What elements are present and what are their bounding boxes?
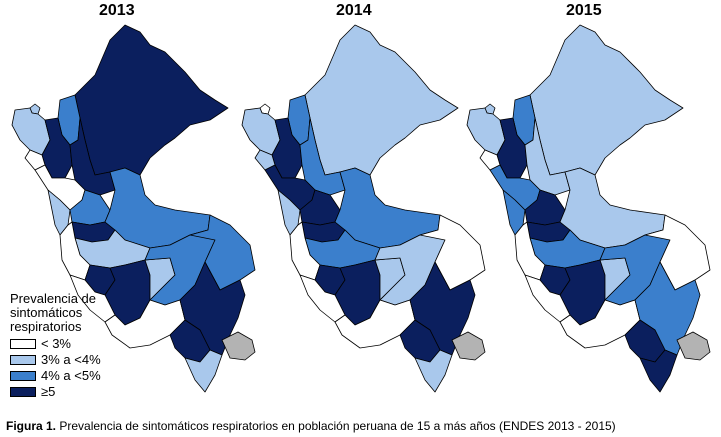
region-madrededios [189, 214, 256, 291]
region-loreto [304, 24, 459, 176]
legend-title: Prevalencia de sintomáticos respiratorio… [10, 292, 101, 334]
region-lima [514, 221, 546, 281]
figure-caption: Figura 1. Prevalencia de sintomáticos re… [6, 419, 616, 433]
region-loreto [74, 24, 229, 176]
region-no-data [451, 331, 486, 361]
region-piura [11, 107, 51, 156]
region-piura [466, 107, 506, 156]
legend-item-5-plus: ≥5 [10, 384, 101, 399]
region-lima [59, 221, 91, 281]
legend-swatch [10, 338, 36, 349]
region-no-data [676, 331, 711, 361]
legend-label: < 3% [41, 335, 71, 351]
map-2013 [11, 24, 256, 393]
region-lima [289, 221, 321, 281]
legend-item-4-to-5: 4% a <5% [10, 368, 101, 383]
legend: Prevalencia de sintomáticos respiratorio… [10, 292, 101, 399]
choropleth-maps [11, 24, 711, 393]
map-title-2013: 2013 [99, 2, 135, 19]
region-madrededios [419, 214, 486, 291]
legend-swatch [10, 386, 36, 397]
region-tacna [414, 349, 453, 393]
region-no-data [221, 331, 256, 361]
legend-title-line: sintomáticos [10, 305, 83, 320]
legend-swatch [10, 370, 36, 381]
region-madrededios [644, 214, 711, 291]
legend-title-line: Prevalencia de [10, 291, 96, 306]
legend-label: 3% a <4% [41, 351, 101, 367]
legend-title-line: respiratorios [10, 319, 82, 334]
region-loreto [529, 24, 684, 176]
region-tacna [639, 349, 678, 393]
legend-item-below-3: < 3% [10, 336, 101, 351]
figure-caption-text: Prevalencia de sintomáticos respiratorio… [59, 419, 616, 433]
legend-label: ≥5 [41, 383, 56, 399]
region-piura [241, 107, 281, 156]
figure-caption-label: Figura 1. [6, 419, 57, 433]
map-2014 [241, 24, 486, 393]
map-title-2015: 2015 [566, 2, 602, 19]
map-2015 [466, 24, 711, 393]
map-title-2014: 2014 [336, 2, 372, 19]
region-tacna [184, 349, 223, 393]
legend-label: 4% a <5% [41, 367, 101, 383]
legend-swatch [10, 354, 36, 365]
legend-item-3-to-4: 3% a <4% [10, 352, 101, 367]
